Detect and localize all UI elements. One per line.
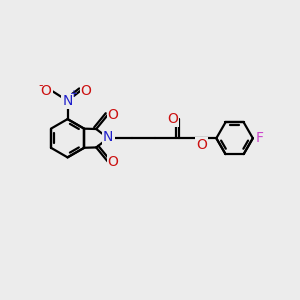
Text: O: O (196, 138, 207, 152)
Text: O: O (81, 83, 92, 98)
Text: F: F (255, 131, 263, 145)
Text: N: N (103, 130, 113, 144)
Text: O: O (108, 108, 118, 122)
Text: -: - (39, 79, 43, 92)
Text: O: O (108, 154, 118, 169)
Text: O: O (167, 112, 178, 126)
Text: N: N (62, 94, 73, 108)
Text: O: O (40, 83, 52, 98)
Text: +: + (69, 89, 77, 99)
